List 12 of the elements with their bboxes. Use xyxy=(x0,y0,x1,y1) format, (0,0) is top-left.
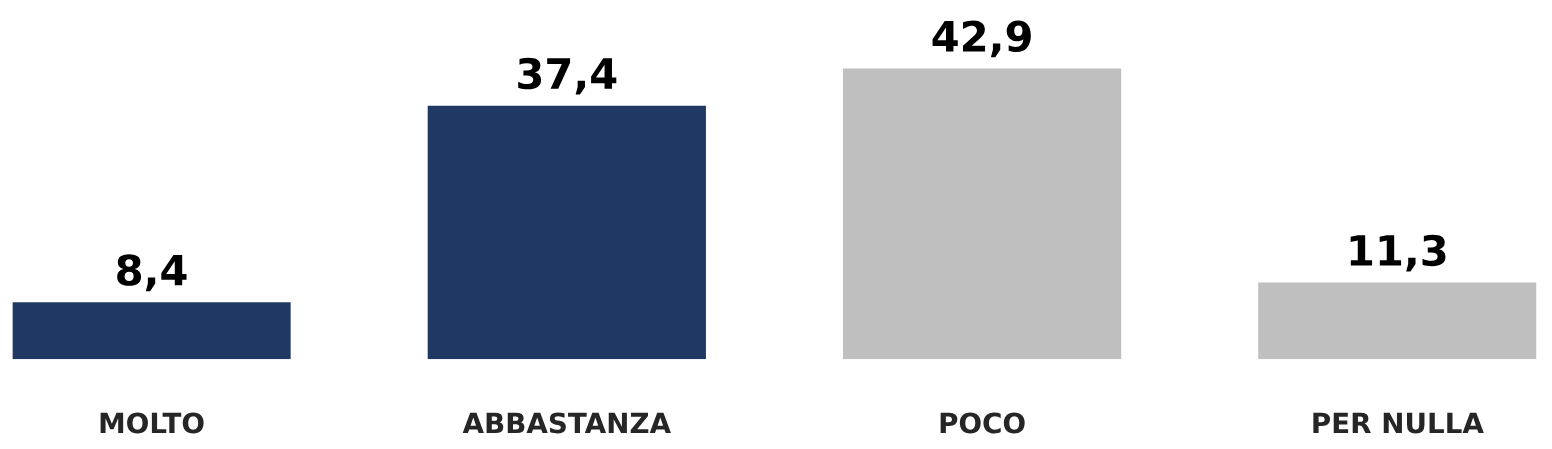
bar xyxy=(1258,282,1537,360)
data-label: 8,4 xyxy=(117,254,187,292)
x-tick-label: MOLTO xyxy=(100,412,204,434)
bar xyxy=(12,302,291,360)
x-tick-label: PER NULLA xyxy=(1313,412,1484,434)
data-label: 11,3 xyxy=(1350,234,1446,272)
data-label: 37,4 xyxy=(518,57,617,95)
bar xyxy=(842,68,1122,360)
x-tick-label: ABBASTANZA xyxy=(462,412,671,434)
bar xyxy=(427,105,706,360)
x-tick-label: POCO xyxy=(940,412,1025,434)
data-label: 42,9 xyxy=(932,20,1031,58)
